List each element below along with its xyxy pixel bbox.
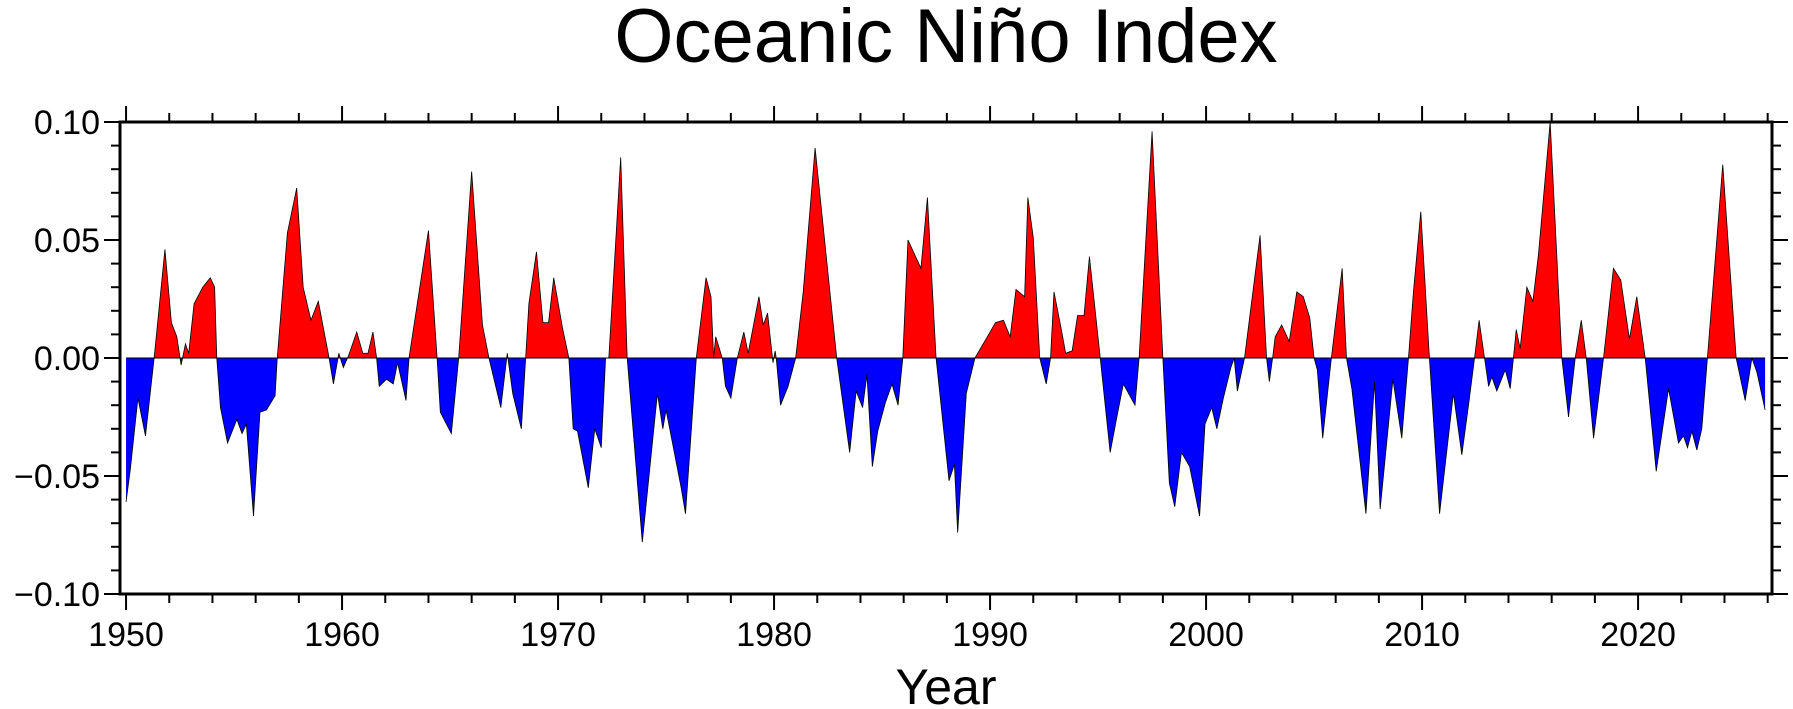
x-tick-label: 1960 <box>304 616 380 654</box>
area-fills <box>125 121 1766 543</box>
positive-area <box>126 122 1766 358</box>
x-tick-label: 1990 <box>952 616 1028 654</box>
negative-area <box>126 358 1766 543</box>
y-tick-label: 0.00 <box>34 340 100 378</box>
chart-title: Oceanic Niño Index <box>614 0 1277 79</box>
x-tick-label: 2000 <box>1168 616 1244 654</box>
x-axis-label: Year <box>895 659 996 709</box>
axes <box>104 106 1788 610</box>
y-tick-label: −0.10 <box>14 576 100 614</box>
x-tick-label: 1970 <box>520 616 596 654</box>
x-tick-label: 2010 <box>1384 616 1460 654</box>
y-tick-labels: 0.10 0.05 0.00 −0.05 −0.10 <box>14 104 100 614</box>
y-tick-label: 0.10 <box>34 104 100 142</box>
series-line-oni <box>125 121 1766 543</box>
x-tick-label: 1950 <box>88 616 164 654</box>
x-tick-label: 1980 <box>736 616 812 654</box>
y-tick-label: 0.05 <box>34 222 100 260</box>
y-tick-label: −0.05 <box>14 458 100 496</box>
x-tick-label: 2020 <box>1600 616 1676 654</box>
x-tick-labels: 1950 1960 1970 1980 1990 2000 2010 2020 <box>88 616 1676 654</box>
